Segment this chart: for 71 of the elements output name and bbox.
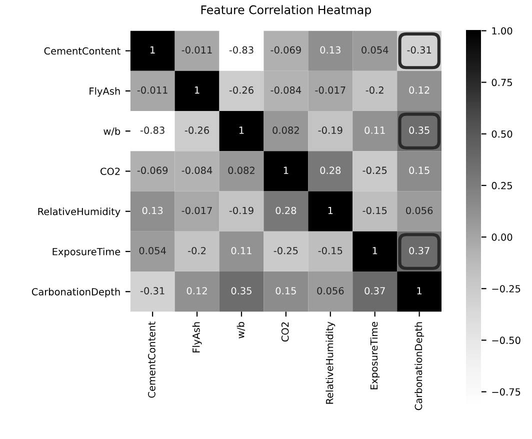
data-label: 1 — [372, 247, 378, 254]
data-label: -0.2 — [188, 246, 206, 254]
data-label: 0.15 — [276, 287, 296, 294]
data-label: -0.069 — [137, 166, 168, 174]
data-label: -0.15 — [318, 246, 342, 254]
color-bar-label: 0.50 — [492, 130, 512, 138]
data-label: 0.13 — [320, 46, 340, 54]
data-label: 0.11 — [364, 126, 385, 134]
x-tick-label: FlyAsh — [192, 322, 202, 352]
color-bar-label: 0.00 — [492, 234, 512, 241]
color-bar-label: 0.75 — [492, 78, 512, 86]
data-label: 0.35 — [231, 287, 252, 294]
x-tick-label: CarbonationDepth — [414, 322, 424, 410]
data-label: 0.35 — [409, 126, 430, 134]
data-label: -0.31 — [407, 46, 432, 54]
color-bar-label: 0.25 — [492, 182, 512, 190]
data-label: 0.37 — [364, 287, 385, 294]
data-label: -0.26 — [229, 86, 254, 94]
y-tick-label: w/b — [104, 127, 120, 136]
data-label: -0.011 — [182, 46, 212, 54]
color-bar-label: −0.25 — [492, 285, 520, 292]
y-tick-label: RelativeHumidity — [38, 208, 120, 218]
data-label: 0.11 — [231, 246, 252, 254]
data-label: 1 — [239, 126, 244, 134]
data-label: 0.082 — [228, 166, 254, 174]
data-label: 0.37 — [409, 246, 430, 254]
x-tick-label: CO2 — [281, 322, 289, 342]
data-label: 0.28 — [276, 206, 296, 214]
y-tick-label: CO2 — [100, 168, 120, 176]
data-label: 1 — [417, 287, 422, 294]
data-label: 0.15 — [409, 166, 430, 174]
color-bar-label: −0.75 — [492, 388, 520, 396]
y-tick-label: ExposureTime — [52, 248, 120, 258]
data-label: 0.12 — [409, 86, 430, 94]
data-label: -0.017 — [315, 86, 346, 94]
data-label: -0.83 — [140, 126, 164, 134]
data-label: -0.83 — [229, 46, 254, 54]
data-label: -0.2 — [366, 86, 384, 94]
data-label: -0.011 — [137, 86, 168, 94]
data-label: 0.082 — [272, 126, 299, 134]
data-label: -0.069 — [270, 46, 301, 54]
data-label: 0.054 — [362, 46, 388, 54]
data-label: 1 — [328, 206, 333, 214]
data-label: 0.12 — [186, 287, 207, 294]
data-label: 1 — [195, 86, 200, 94]
data-label: 0.056 — [317, 287, 344, 294]
data-label: -0.25 — [274, 246, 298, 254]
x-tick-label: w/b — [236, 322, 246, 338]
color-bar-label: 1.00 — [492, 27, 512, 35]
data-label: 0.13 — [142, 206, 163, 214]
data-label: -0.19 — [229, 206, 254, 214]
data-label: 0.056 — [406, 206, 433, 214]
chart-title: Feature Correlation Heatmap — [201, 5, 372, 17]
data-label: -0.15 — [362, 206, 387, 214]
y-tick-label: CementContent — [44, 47, 120, 55]
data-label: -0.19 — [318, 126, 342, 134]
data-label: 1 — [150, 46, 155, 54]
data-label: -0.084 — [270, 86, 302, 94]
data-label: 1 — [284, 166, 288, 174]
data-label: -0.26 — [184, 126, 209, 134]
data-label: -0.084 — [182, 166, 212, 174]
data-label: 0.28 — [320, 166, 341, 174]
data-label: 0.054 — [139, 246, 166, 254]
data-label: -0.25 — [362, 166, 387, 174]
x-tick-label: ExposureTime — [370, 322, 380, 390]
data-label: -0.31 — [140, 287, 164, 294]
y-tick-label: CarbonationDepth — [32, 288, 120, 298]
data-label: -0.017 — [182, 206, 212, 214]
x-tick-label: RelativeHumidity — [326, 322, 336, 404]
color-bar-label: −0.50 — [492, 336, 520, 344]
y-tick-label: FlyAsh — [90, 87, 120, 97]
